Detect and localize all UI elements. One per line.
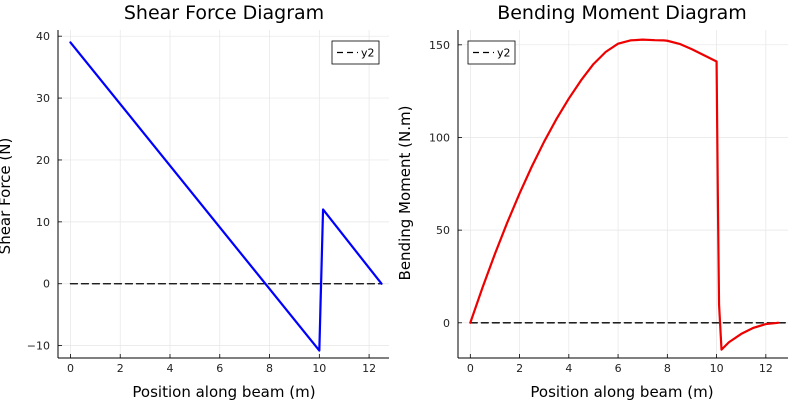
moment-x-tick-label: 2 [516,362,523,375]
moment-axes [457,30,788,359]
shear-legend: y2 [331,40,380,65]
moment-x-tick-label: 10 [710,362,724,375]
shear-series-main-line [69,41,383,352]
moment-x-tick-label: 8 [664,362,671,375]
moment-x-tick-label: 0 [467,362,474,375]
moment-x-tick-label: 12 [759,362,773,375]
moment-y-tick-label: 150 [429,39,450,52]
shear-tick-labels: 0 2 4 6 8 10 12 −10 0 10 20 30 40 [27,30,376,375]
shear-x-tick-label: 4 [166,362,173,375]
shear-x-tick-label: 0 [67,362,74,375]
moment-y-axis-label: Bending Moment (N.m) [396,106,414,281]
shear-y-tick-label: 20 [36,154,50,167]
moment-y-tick-label: 0 [443,317,450,330]
shear-x-tick-label: 6 [216,362,223,375]
moment-legend: y2 [467,40,516,65]
moment-y-tick-label: 100 [429,131,450,144]
shear-y-tick-label: 40 [36,30,50,43]
shear-y-tick-label: 10 [36,216,50,229]
shear-y-axis-label: Shear Force (N) [0,138,14,255]
moment-legend-box [467,40,516,65]
moment-x-tick-label: 6 [615,362,622,375]
shear-chart-title: Shear Force Diagram [124,2,324,24]
bending-moment-chart: Bending Moment Diagram 0 2 4 6 8 10 12 0 50 100 15… [396,2,789,400]
shear-y-tick-label: 0 [43,278,50,291]
shear-x-axis-label: Position along beam (m) [132,383,315,400]
shear-legend-label-y2: y2 [361,47,375,60]
moment-chart-title: Bending Moment Diagram [497,2,747,24]
shear-force-chart: Shear Force Diagram 0 2 4 6 8 10 12 −10 0 10 20 30 4… [0,2,389,400]
moment-x-tick-label: 4 [565,362,572,375]
moment-tick-labels: 0 2 4 6 8 10 12 0 50 100 150 [429,39,773,375]
shear-axes [57,30,389,359]
shear-x-tick-label: 8 [266,362,273,375]
shear-x-tick-label: 2 [117,362,124,375]
shear-series-lines [69,41,383,352]
shear-x-tick-label: 12 [362,362,376,375]
moment-series-lines [469,38,789,351]
moment-x-axis-label: Position along beam (m) [530,383,713,400]
shear-x-tick-label: 10 [312,362,326,375]
moment-series-main-line [469,38,780,351]
shear-y-tick-label: 30 [36,92,50,105]
shear-y-tick-label: −10 [27,340,50,353]
shear-legend-box [331,40,380,65]
moment-legend-label-y2: y2 [497,47,511,60]
moment-y-tick-label: 50 [436,224,450,237]
